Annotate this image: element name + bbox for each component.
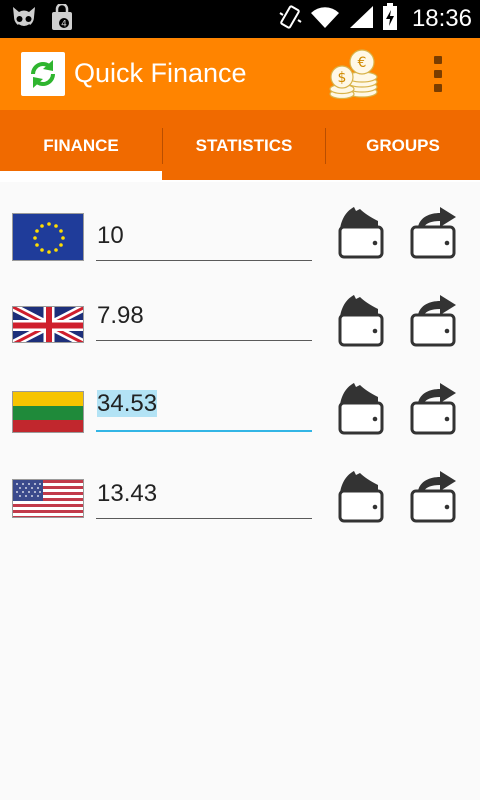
- vibrate-icon: [278, 4, 302, 35]
- wallet-in-icon[interactable]: [336, 293, 388, 349]
- amount-input-usd[interactable]: 13.43: [96, 471, 312, 519]
- eu-flag-icon: [12, 213, 84, 261]
- wallet-in-icon[interactable]: [336, 205, 388, 261]
- selected-text: 34.53: [97, 390, 158, 417]
- wallet-in-icon[interactable]: [336, 469, 388, 525]
- battery-charging-icon: [382, 2, 398, 36]
- uk-flag-icon: [12, 306, 84, 343]
- amount-input-eur[interactable]: 10: [96, 213, 312, 261]
- svg-text:4: 4: [61, 20, 67, 30]
- currency-row-gbp: 7.98: [0, 293, 480, 393]
- status-bar: 4 18:36: [0, 0, 480, 38]
- wallet-out-icon[interactable]: [408, 205, 460, 261]
- refresh-icon[interactable]: [21, 52, 65, 96]
- shopping-bag-icon: 4: [50, 2, 74, 37]
- svg-text:€: €: [358, 55, 367, 71]
- app-title: Quick Finance: [74, 58, 247, 88]
- coins-stack-icon[interactable]: € $: [328, 48, 380, 100]
- tab-bar: FINANCE STATISTICS GROUPS: [0, 110, 480, 182]
- lithuania-flag-icon: [12, 391, 84, 433]
- tab-divider: [325, 128, 326, 164]
- svg-text:$: $: [338, 70, 347, 86]
- amount-input-ltl[interactable]: 34.53: [96, 381, 312, 432]
- selected-tab-indicator: [0, 171, 162, 180]
- wallet-out-icon[interactable]: [408, 293, 460, 349]
- signal-icon: [348, 5, 374, 34]
- overflow-menu-icon[interactable]: [432, 56, 444, 92]
- tab-statistics[interactable]: STATISTICS: [195, 136, 293, 155]
- wallet-in-icon[interactable]: [336, 381, 388, 437]
- wallet-out-icon[interactable]: [408, 469, 460, 525]
- tab-finance[interactable]: FINANCE: [43, 136, 119, 155]
- tab-divider: [162, 128, 163, 164]
- wallet-out-icon[interactable]: [408, 381, 460, 437]
- clock: 18:36: [411, 5, 472, 32]
- amount-input-gbp[interactable]: 7.98: [96, 293, 312, 341]
- currency-row-ltl: 34.53: [0, 381, 480, 478]
- currency-row-usd: 13.43: [0, 469, 480, 566]
- app-bar: Quick Finance € $: [0, 38, 480, 110]
- wifi-icon: [310, 5, 340, 34]
- tab-groups[interactable]: GROUPS: [366, 136, 440, 155]
- us-flag-icon: [12, 479, 84, 518]
- android-debug-icon: [10, 5, 38, 36]
- currency-row-eur: 10: [0, 205, 480, 300]
